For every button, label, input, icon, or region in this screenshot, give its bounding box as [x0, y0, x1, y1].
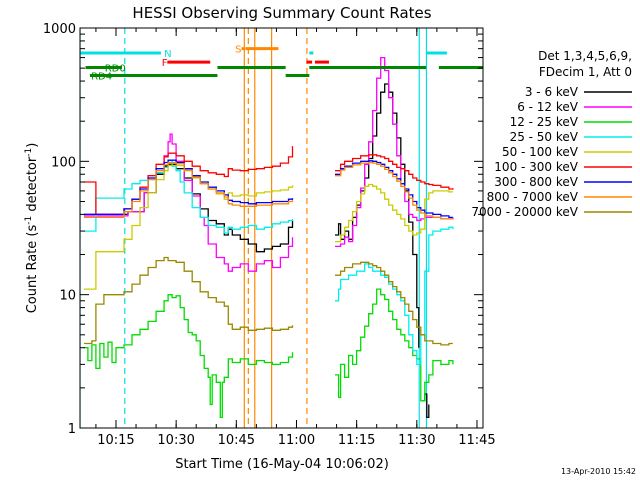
series-line [83, 294, 294, 419]
series-line [83, 256, 294, 345]
legend-header: Det 1,3,4,5,6,9, [538, 49, 632, 63]
y-tick-label: 1000 [43, 22, 76, 37]
flag-label: N [164, 49, 171, 60]
y-label-part: ) [25, 143, 40, 148]
x-tick-label: 10:45 [218, 433, 255, 448]
flag-label: S [235, 45, 241, 56]
legend-label: 100 - 300 keV [494, 160, 578, 174]
y-axis-label: Count Rate (s-1 detector-1) [24, 143, 40, 314]
series-line [335, 154, 454, 190]
series-line [83, 159, 294, 216]
series-line [335, 83, 420, 348]
x-tick-label: 11:00 [278, 433, 315, 448]
x-tick-label: 11:45 [458, 433, 495, 448]
legend-label: 3 - 6 keV [525, 85, 579, 99]
series-line [335, 160, 453, 219]
y-label-sup: -1 [24, 148, 34, 157]
legend-label: 50 - 100 keV [502, 145, 579, 159]
series-group [83, 56, 454, 419]
plot-frame [79, 27, 484, 429]
x-axis-label: Start Time (16-May-04 10:06:02) [175, 457, 389, 472]
footer-timestamp: 13-Apr-2010 15:42 [561, 467, 636, 476]
legend-header: FDecim 1, Att 0 [539, 65, 632, 79]
legend-label: 12 - 25 keV [510, 115, 579, 129]
flag-label: RD0 [105, 64, 126, 75]
legend: Det 1,3,4,5,6,9, FDecim 1, Att 0 3 - 6 k… [471, 49, 632, 219]
legend-label: 300 - 800 keV [494, 175, 578, 189]
y-tick-label: 1 [68, 422, 76, 437]
y-tick-label: 10 [59, 289, 76, 304]
series-line [335, 161, 453, 220]
series-line [83, 159, 294, 234]
y-label-sup: -1 [24, 216, 34, 225]
legend-label: 25 - 50 keV [510, 130, 579, 144]
y-axis: 1 10 100 1000 [43, 22, 483, 437]
x-axis: 10:15 10:30 10:45 11:00 11:15 11:30 11:45 [95, 28, 496, 448]
legend-label: 6 - 12 keV [517, 100, 579, 114]
y-tick-label: 100 [51, 155, 76, 170]
y-label-part: detector [25, 156, 40, 216]
legend-label: 7000 - 20000 keV [471, 205, 578, 219]
legend-label: 800 - 7000 keV [487, 190, 579, 204]
series-line [83, 163, 294, 253]
x-tick-label: 11:30 [398, 433, 435, 448]
series-line [335, 288, 454, 402]
series-line [335, 261, 453, 346]
y-label-part: Count Rate (s [25, 225, 40, 314]
x-tick-label: 10:30 [157, 433, 194, 448]
series-line [335, 56, 454, 248]
x-tick-label: 11:15 [338, 433, 375, 448]
series-line [83, 161, 294, 219]
series-line [335, 183, 453, 243]
x-tick-label: 10:15 [97, 433, 134, 448]
flag-label: RD4 [91, 72, 112, 83]
chart-title: HESSI Observing Summary Count Rates [132, 4, 431, 22]
flag-label: F [162, 58, 168, 69]
